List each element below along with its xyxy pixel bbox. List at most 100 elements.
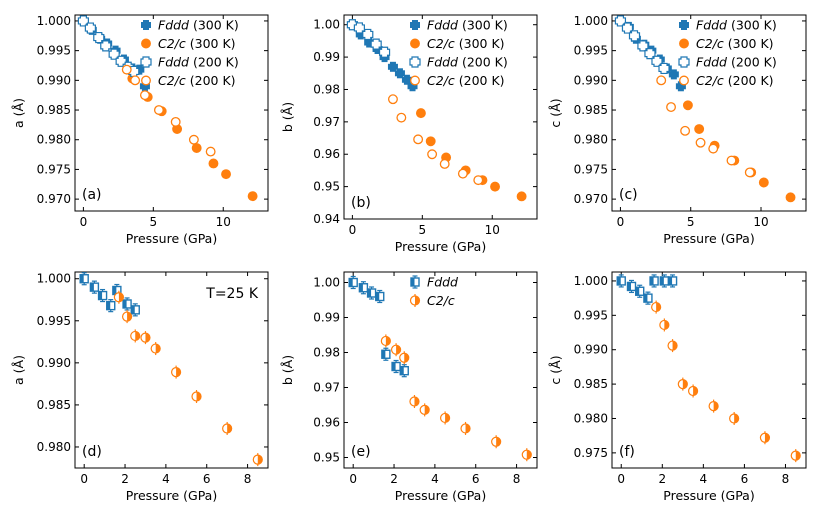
legend-temperature: (200 K)	[455, 73, 505, 88]
y-tick-label: 0.980	[37, 440, 71, 454]
plot-frame	[74, 14, 269, 212]
data-point	[252, 453, 263, 467]
legend-temperature: (300 K)	[189, 18, 239, 33]
data-point	[130, 329, 141, 343]
y-tick-label: 0.990	[37, 356, 71, 370]
panel-label: (e)	[351, 444, 371, 460]
series-c2c-open	[656, 75, 755, 178]
y-tick-label: 1.000	[574, 14, 608, 28]
legend-phase: Fddd	[158, 55, 189, 70]
x-axis-label: Pressure (GPa)	[663, 231, 754, 246]
y-tick-label: 0.94	[313, 212, 340, 226]
x-tick-label: 0	[617, 472, 625, 486]
legend-temperature: (200 K)	[724, 73, 774, 88]
panel-d: 0 2 4 6 8 0.980 0.985 0.990 0.995 1.000 Pressure (…	[11, 271, 269, 503]
data-point	[626, 279, 637, 294]
panel-label: (b)	[351, 195, 371, 211]
legend-phase: Fddd	[158, 18, 189, 33]
x-tick-label: 8	[513, 472, 521, 486]
plot-frame	[611, 14, 807, 212]
data-point-square-fill	[80, 274, 84, 283]
data-point	[708, 143, 719, 154]
legend-phase: Fddd	[696, 18, 727, 33]
data-point	[521, 448, 532, 462]
series-c2c-filled	[651, 300, 801, 463]
y-tick-label: 0.98	[313, 82, 340, 96]
data-point-square-fill	[400, 366, 404, 375]
panel-a: 0 5 10 0.970 0.975 0.980 0.985 0.990 0.995 1.000 P…	[11, 14, 269, 246]
data-point	[491, 435, 502, 449]
data-point-square-fill	[643, 294, 648, 303]
data-point-square-fill	[123, 299, 127, 308]
series-fddd-open	[616, 274, 678, 305]
data-point	[348, 275, 358, 290]
data-point	[121, 310, 133, 324]
data-point	[425, 136, 436, 147]
legend-entry-label: C2/c (300 K)	[696, 36, 774, 51]
x-tick-label: 6	[203, 472, 211, 486]
panel-e: 0 2 4 6 8 0.95 0.96 0.97 0.98 0.99 1.00 Pressure (G…	[280, 271, 538, 503]
legend: Fddd (300 K)C2/c (300 K)Fddd (200 K)C2/c…	[678, 18, 777, 88]
data-point	[409, 395, 420, 408]
y-tick-label: 0.970	[37, 192, 71, 206]
data-point-half	[526, 450, 532, 460]
data-point	[355, 29, 366, 40]
data-point	[358, 281, 369, 295]
y-tick-label: 0.995	[37, 44, 71, 58]
data-point	[399, 364, 409, 378]
data-point	[460, 421, 471, 435]
data-point	[205, 146, 216, 157]
legend-temperature: (200 K)	[186, 73, 236, 88]
x-axis-label: Pressure (GPa)	[126, 488, 217, 503]
y-tick-label: 0.980	[574, 411, 608, 425]
data-point	[785, 192, 796, 203]
data-point-square-fill	[131, 305, 135, 314]
data-point-v	[141, 81, 148, 92]
data-point-half	[764, 433, 770, 443]
data-point-square-fill	[359, 283, 363, 292]
legend-marker	[410, 38, 420, 49]
data-point	[396, 112, 407, 123]
y-axis-label: a (Å)	[11, 98, 26, 128]
data-point	[759, 431, 771, 445]
data-point-half	[127, 312, 132, 322]
legend-marker	[679, 20, 689, 30]
y-tick-label: 0.995	[574, 308, 608, 322]
data-point-half	[656, 302, 661, 312]
data-point	[208, 158, 219, 169]
legend-temperature: (200 K)	[458, 55, 508, 70]
data-point	[170, 116, 181, 127]
legend-entry-label: C2/c (200 K)	[696, 73, 774, 88]
x-tick-label: 10	[753, 215, 768, 229]
x-tick-label: 2	[121, 472, 129, 486]
legend-phase: Fddd	[427, 55, 458, 70]
data-point-outline	[362, 28, 374, 41]
y-tick-label: 0.990	[574, 73, 608, 87]
data-point-half	[118, 292, 124, 302]
data-point-outline	[370, 38, 382, 50]
panel-f: 0 2 4 6 8 0.975 0.980 0.985 0.990 0.995 1.000 Press…	[548, 271, 807, 503]
series-c2c-open	[121, 64, 216, 157]
data-point	[635, 284, 645, 298]
legend-entry-label: C2/c (300 K)	[158, 36, 236, 51]
x-axis-label: Pressure (GPa)	[663, 488, 754, 503]
x-tick-label: 6	[741, 472, 749, 486]
data-point-square-fill	[90, 283, 94, 292]
legend-marker-square-fill	[411, 278, 415, 286]
legend-marker	[679, 38, 689, 49]
data-point-outline	[658, 62, 670, 75]
data-point	[651, 300, 662, 314]
data-point-square-fill	[106, 301, 111, 310]
data-point-square-fill	[627, 282, 632, 291]
x-tick-label: 10	[485, 223, 500, 237]
data-point-half	[682, 379, 688, 389]
y-tick-label: 1.000	[37, 272, 71, 286]
data-point-square-fill	[617, 276, 621, 285]
panel-label: (d)	[82, 444, 102, 460]
data-point-outline	[628, 30, 641, 42]
data-point	[413, 134, 424, 145]
y-axis-label: b (Å)	[280, 355, 295, 385]
legend-marker	[409, 294, 421, 307]
x-tick-label: 4	[162, 472, 170, 486]
y-tick-label: 0.975	[574, 446, 608, 460]
